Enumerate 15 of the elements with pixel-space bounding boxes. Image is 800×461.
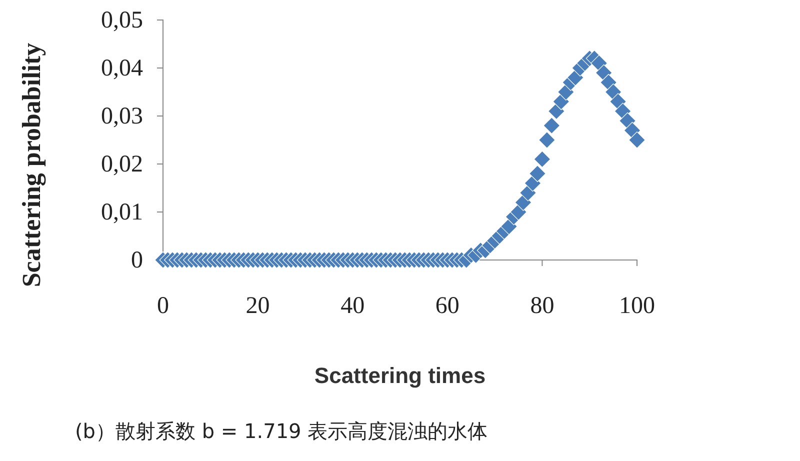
y-tick-label: 0,03 [101,104,143,130]
y-tick-label: 0,05 [101,8,143,34]
x-tick-label: 20 [246,293,270,320]
y-tick-label: 0,01 [101,200,143,226]
x-tick-label: 40 [340,293,365,320]
y-tick-label: 0 [131,248,143,274]
text: (b）散射系数 b = 1.719 表示高度混浊的水体 [75,419,488,443]
x-tick-label: 80 [530,293,554,320]
y-axis-title: Scattering probability [17,42,46,288]
y-tick-label: 0,02 [101,152,143,178]
x-tick-label: 60 [435,293,460,320]
y-tick-label: 0,04 [101,56,143,82]
x-axis-title: Scattering times [314,363,486,388]
x-tick-label: 100 [619,293,655,320]
x-tick-label: 0 [157,293,169,320]
